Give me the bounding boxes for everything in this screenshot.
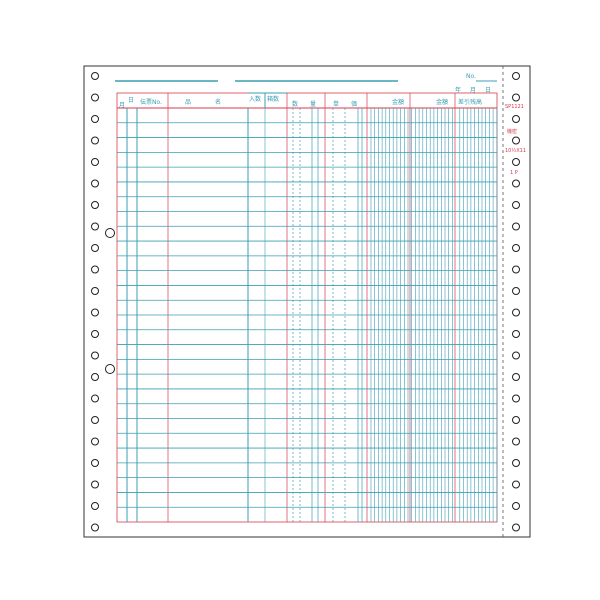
tractor-hole <box>91 394 99 403</box>
tractor-hole <box>512 244 520 252</box>
tractor-hole <box>91 287 99 295</box>
column-header: 数 量 <box>292 101 317 108</box>
tractor-hole <box>512 330 520 338</box>
tractor-hole <box>512 93 520 102</box>
column-header: 単 価 <box>333 101 358 108</box>
tractor-hole <box>512 308 520 317</box>
paper-frame <box>83 65 531 538</box>
tractor-hole <box>91 480 99 489</box>
tractor-hole <box>512 201 520 209</box>
tractor-hole <box>512 459 520 467</box>
binding-hole <box>105 364 115 374</box>
date-year-label: 年 <box>455 87 462 94</box>
tractor-hole <box>512 502 520 510</box>
date-month-label: 月 <box>470 87 477 94</box>
tractor-hole <box>91 179 99 188</box>
tractor-hole <box>512 136 520 145</box>
column-header: 入数 <box>249 96 262 103</box>
tractor-hole <box>512 115 520 123</box>
column-header: 品 名 <box>185 99 222 106</box>
tractor-hole <box>512 437 520 446</box>
tractor-hole <box>91 330 99 338</box>
tractor-hole <box>91 502 99 510</box>
tractor-hole <box>91 93 99 102</box>
tractor-hole <box>512 480 520 489</box>
column-header: 伝票No. <box>140 99 162 106</box>
tractor-hole <box>512 72 520 80</box>
tractor-hole <box>512 222 520 231</box>
size-label: 10½X11 <box>505 148 526 154</box>
tractor-hole <box>512 394 520 403</box>
tractor-hole <box>91 308 99 317</box>
tractor-hole <box>512 351 520 360</box>
tractor-hole <box>512 416 520 424</box>
column-header: 月 <box>119 102 126 109</box>
tractor-hole <box>512 158 520 166</box>
tractor-hole <box>91 115 99 123</box>
parts-label: 1 P <box>510 170 518 176</box>
tractor-hole <box>91 72 99 80</box>
column-header: 差引残高 <box>458 99 483 106</box>
tractor-hole <box>91 459 99 467</box>
tractor-hole <box>512 265 520 274</box>
tractor-hole <box>512 179 520 188</box>
tractor-hole <box>91 244 99 252</box>
tractor-hole <box>91 136 99 145</box>
tractor-hole <box>91 437 99 446</box>
tractor-hole <box>91 373 99 381</box>
tractor-hole <box>512 523 520 532</box>
form-code-label: SP1121 <box>505 104 524 110</box>
tractor-hole <box>91 416 99 424</box>
date-day-label: 日 <box>485 87 492 94</box>
binding-hole <box>105 228 115 238</box>
column-header: 金額 <box>392 99 405 106</box>
number-label: No. <box>466 73 476 80</box>
tractor-hole <box>91 222 99 231</box>
column-header: 箱数 <box>267 96 280 103</box>
column-header: 日 <box>128 97 135 104</box>
stamp-label: 機密 <box>507 129 518 135</box>
tractor-hole <box>91 265 99 274</box>
tractor-hole <box>512 287 520 295</box>
tractor-hole <box>91 201 99 209</box>
tractor-hole <box>91 351 99 360</box>
column-header: 金額 <box>436 99 449 106</box>
tractor-hole <box>91 158 99 166</box>
tractor-hole <box>91 523 99 532</box>
tractor-hole <box>512 373 520 381</box>
